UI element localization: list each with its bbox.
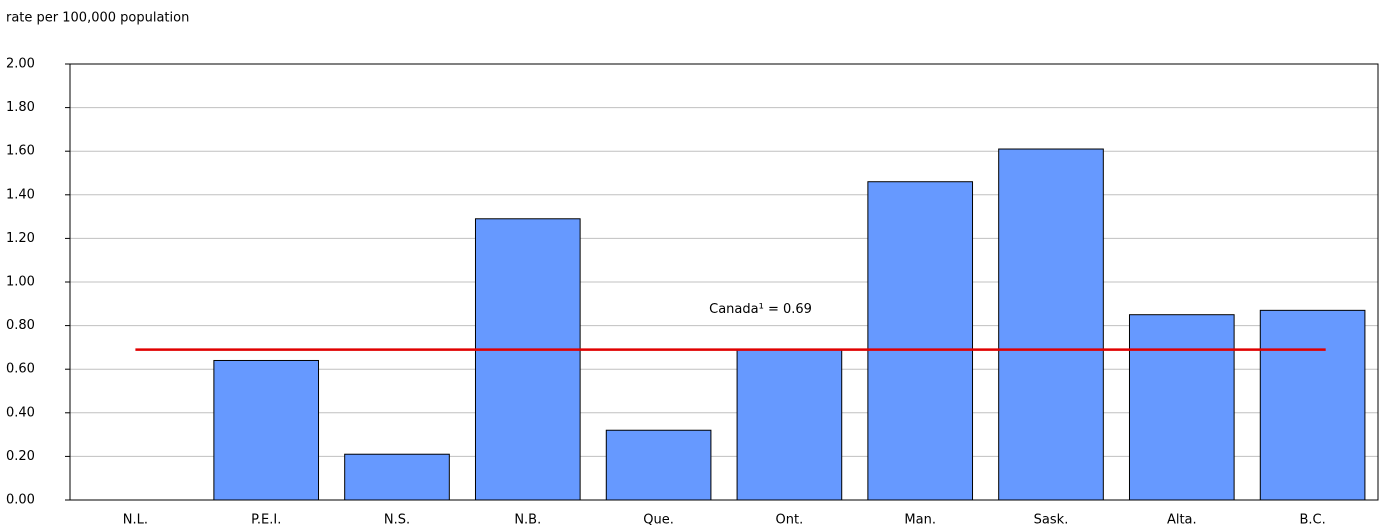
- y-tick-label: 0.60: [6, 362, 35, 377]
- x-tick-label: P.E.I.: [251, 513, 281, 528]
- x-tick-label: Ont.: [776, 513, 804, 528]
- y-tick-label: 0.00: [6, 493, 35, 508]
- bar: [867, 181, 974, 501]
- bar: [605, 429, 712, 501]
- plot-frame: [69, 63, 1379, 501]
- bar: [1128, 314, 1235, 501]
- x-tick-label: B.C.: [1299, 513, 1325, 528]
- y-tick-label: 1.80: [6, 100, 35, 115]
- bar: [474, 218, 581, 501]
- y-tick-label: 1.00: [6, 275, 35, 290]
- reference-label: Canada¹ = 0.69: [709, 302, 812, 317]
- x-tick-label: N.S.: [384, 513, 410, 528]
- y-tick-label: 0.20: [6, 449, 35, 464]
- y-tick-label: 1.20: [6, 231, 35, 246]
- y-axis-label: rate per 100,000 population: [6, 11, 189, 26]
- bar: [1259, 309, 1366, 501]
- x-tick-label: Sask.: [1034, 513, 1069, 528]
- bar: [736, 349, 843, 501]
- x-tick-label: N.B.: [514, 513, 541, 528]
- bar: [213, 359, 320, 501]
- y-tick-label: 1.40: [6, 187, 35, 202]
- y-tick-label: 0.40: [6, 405, 35, 420]
- bar: [998, 148, 1104, 501]
- x-tick-label: N.L.: [123, 513, 148, 528]
- x-tick-label: Que.: [643, 513, 674, 528]
- y-tick-label: 1.60: [6, 144, 35, 159]
- bar: [344, 453, 450, 501]
- x-tick-label: Man.: [904, 513, 936, 528]
- y-tick-label: 2.00: [6, 57, 35, 72]
- x-tick-label: Alta.: [1167, 513, 1197, 528]
- y-tick-label: 0.80: [6, 318, 35, 333]
